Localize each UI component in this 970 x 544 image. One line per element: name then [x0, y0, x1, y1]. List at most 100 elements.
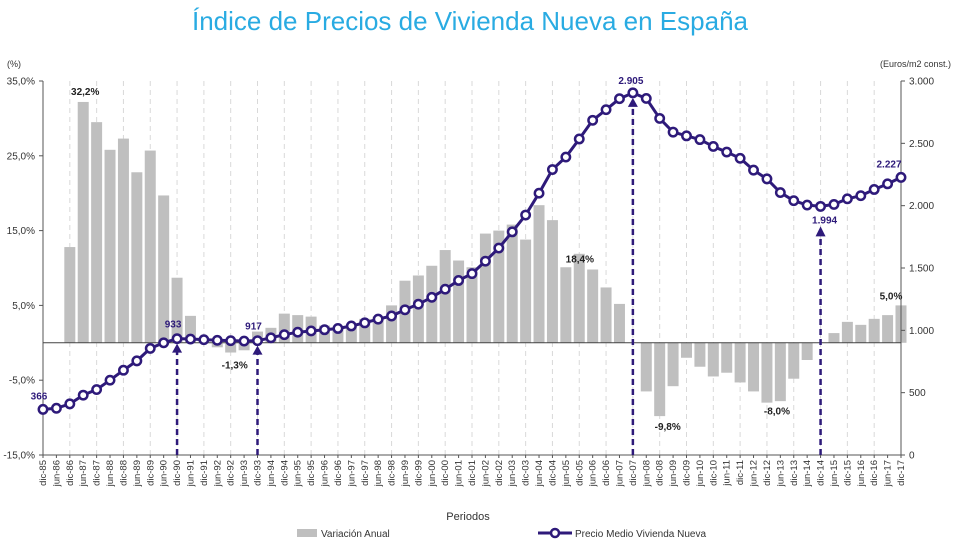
- price-point: [493, 242, 505, 254]
- bar-variacion: [855, 324, 867, 343]
- price-point: [292, 326, 304, 338]
- bar-variacion: [453, 260, 465, 343]
- x-tick-label: jun-04: [534, 460, 545, 487]
- x-tick-label: jun-10: [695, 460, 706, 487]
- price-value-label: 2.227: [876, 159, 901, 170]
- price-arrow-head: [815, 226, 826, 237]
- price-point: [721, 146, 733, 158]
- bar-variacion: [734, 342, 746, 383]
- x-tick-label: dic-98: [387, 460, 398, 486]
- x-tick-label: dic-87: [92, 460, 103, 486]
- bar-variacion: [841, 321, 853, 343]
- price-point: [640, 93, 652, 104]
- bar-variacion: [560, 267, 572, 343]
- bar-variacion: [439, 250, 451, 343]
- price-point: [694, 134, 706, 146]
- price-point: [453, 275, 465, 286]
- bar-variacion: [426, 265, 438, 343]
- right-tick-label: 2.500: [909, 139, 934, 150]
- price-point: [761, 173, 773, 185]
- price-value-label: 1.994: [812, 215, 837, 226]
- bar-variacion: [77, 101, 89, 343]
- left-axis-unit: (%): [7, 59, 21, 69]
- x-tick-label: jun-05: [561, 460, 572, 487]
- x-tick-label: jun-14: [802, 460, 813, 487]
- x-tick-label: jun-11: [722, 460, 733, 487]
- x-tick-label: jun-92: [212, 460, 223, 487]
- x-tick-label: dic-14: [816, 460, 827, 486]
- price-point: [252, 335, 263, 347]
- x-tick-label: dic-94: [279, 460, 290, 486]
- bar-value-label: -8,0%: [764, 407, 790, 418]
- price-point: [587, 114, 599, 126]
- x-tick-label: jun-16: [856, 460, 867, 487]
- x-tick-label: dic-09: [682, 460, 693, 486]
- bar-variacion: [868, 318, 880, 343]
- right-tick-label: 500: [909, 388, 926, 399]
- price-point: [225, 335, 237, 347]
- x-tick-label: dic-99: [413, 460, 424, 486]
- bar-variacion: [546, 220, 558, 343]
- bar-value-label: 5,0%: [880, 291, 903, 302]
- price-value-label: 917: [245, 322, 262, 333]
- right-tick-label: 1.000: [909, 326, 934, 337]
- x-tick-label: jun-15: [829, 460, 840, 487]
- x-tick-label: jun-99: [400, 460, 411, 487]
- price-point: [64, 398, 76, 410]
- bar-variacion: [882, 315, 894, 343]
- x-tick-label: dic-04: [547, 460, 558, 486]
- right-tick-label: 0: [909, 451, 915, 462]
- bar-variacion: [506, 224, 518, 343]
- bar-variacion: [372, 316, 384, 343]
- x-tick-label: dic-92: [226, 460, 237, 486]
- x-tick-label: dic-12: [762, 460, 773, 486]
- bar-variacion: [801, 342, 813, 361]
- bar-value-label: -9,8%: [655, 422, 681, 433]
- x-tick-label: dic-16: [869, 460, 880, 486]
- price-point: [748, 164, 759, 176]
- bar-variacion: [774, 342, 786, 402]
- price-point: [238, 335, 250, 347]
- bar-variacion: [144, 150, 156, 343]
- x-tick-label: dic-10: [708, 460, 719, 486]
- x-tick-label: jun-91: [185, 460, 196, 487]
- legend-label-line: Precio Medio Vivienda Nueva: [575, 529, 706, 540]
- legend-label-bars: Variación Anual: [321, 529, 390, 540]
- x-tick-label: jun-00: [427, 460, 438, 487]
- left-tick-label: 5,0%: [12, 301, 35, 312]
- x-tick-label: dic-03: [521, 460, 532, 486]
- x-tick-label: jun-90: [159, 460, 170, 487]
- bar-variacion: [748, 342, 760, 392]
- price-point: [882, 178, 894, 190]
- x-tick-label: jun-89: [132, 460, 143, 487]
- price-point: [211, 334, 223, 346]
- price-point: [828, 198, 840, 210]
- price-point: [627, 87, 639, 99]
- legend-swatch-marker: [549, 527, 561, 539]
- price-point: [560, 151, 572, 163]
- x-axis-title: Periodos: [446, 511, 490, 523]
- price-point: [841, 193, 853, 205]
- price-arrow-head: [252, 345, 263, 355]
- bar-variacion: [479, 233, 491, 343]
- price-point: [546, 164, 558, 175]
- price-point: [171, 333, 183, 345]
- price-point: [788, 195, 800, 207]
- right-tick-label: 1.500: [909, 264, 934, 275]
- price-value-label: 366: [31, 391, 48, 402]
- bar-variacion: [573, 253, 585, 343]
- x-tick-label: dic-07: [628, 460, 639, 486]
- bar-variacion: [640, 342, 652, 392]
- bar-variacion: [667, 342, 679, 387]
- price-point: [439, 283, 451, 295]
- price-point: [37, 403, 49, 415]
- x-tick-label: jun-06: [588, 460, 599, 487]
- x-tick-label: jun-09: [668, 460, 679, 487]
- bar-value-label: 32,2%: [71, 87, 99, 98]
- bar-variacion: [278, 313, 290, 343]
- x-tick-label: jun-96: [320, 460, 331, 487]
- price-point: [386, 310, 398, 322]
- right-tick-label: 2.000: [909, 201, 934, 212]
- bar-value-label: 18,4%: [566, 254, 594, 265]
